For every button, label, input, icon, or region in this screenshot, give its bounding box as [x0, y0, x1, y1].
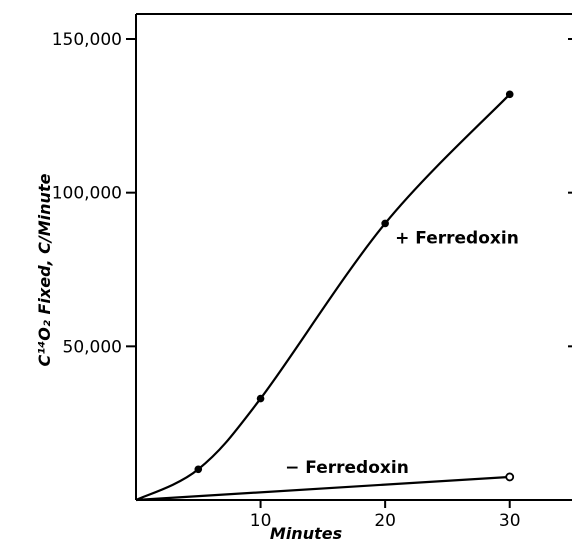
x-axis-title: Minutes [270, 524, 342, 541]
y-axis-ticks: 50,000 100,000 150,000 [52, 30, 572, 357]
annotations-layer: + Ferredoxin − Ferredoxin [285, 228, 519, 478]
x-axis-ticks: 10 20 30 [250, 500, 521, 531]
x-tick-label: 20 [374, 511, 396, 531]
y-axis-title: C¹⁴O₂ Fixed, C/Minute [35, 173, 54, 366]
series-line-1 [135, 93, 511, 501]
data-point [505, 90, 514, 99]
data-point [381, 219, 389, 228]
plot-frame [135, 13, 572, 501]
series-layer [135, 90, 515, 502]
x-tick-label: 30 [499, 511, 521, 531]
y-tick-label: 50,000 [63, 337, 122, 357]
x-tick-label: 10 [250, 511, 272, 531]
y-tick-label: 150,000 [52, 30, 122, 50]
data-point [505, 472, 515, 482]
series-line-2 [135, 475, 510, 502]
data-point [194, 465, 203, 474]
annotation-minus-ferredoxin: − Ferredoxin [285, 458, 409, 478]
annotation-plus-ferredoxin: + Ferredoxin [395, 228, 519, 248]
data-point [256, 394, 265, 403]
y-tick-label: 100,000 [52, 184, 122, 204]
